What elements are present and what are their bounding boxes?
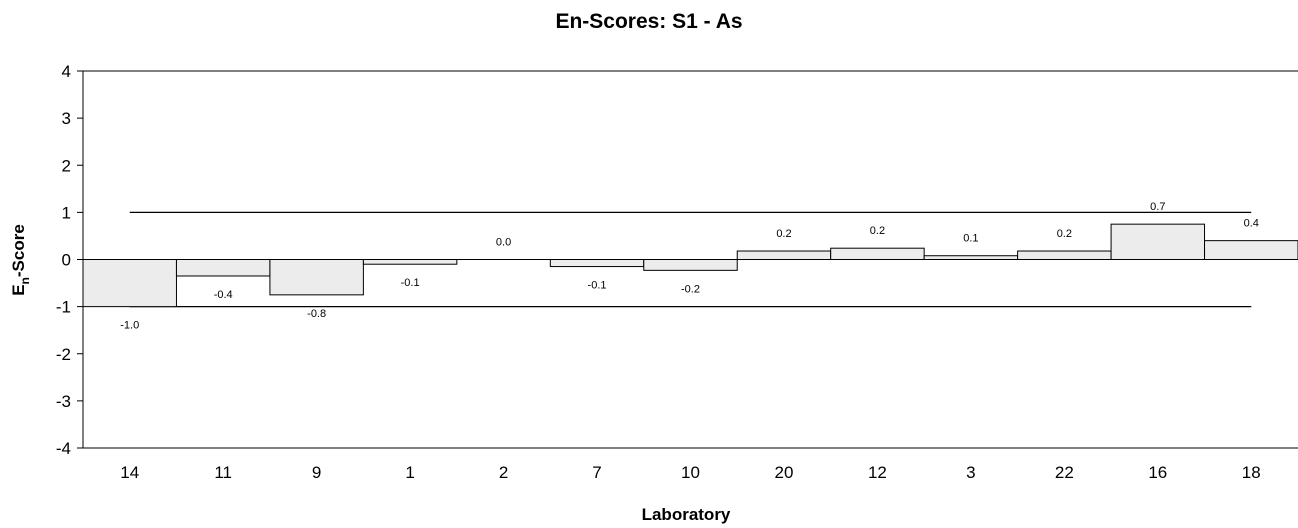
bar-22 [1018, 251, 1111, 259]
data-label-2: 0.0 [496, 237, 511, 249]
data-label-11: -0.4 [214, 289, 233, 301]
y-tick-label: -4 [56, 439, 71, 458]
x-tick-label: 9 [312, 463, 321, 482]
y-axis: -4 -3 -2 -1 0 1 2 3 4 [56, 62, 83, 458]
y-tick-label: -1 [56, 298, 71, 317]
bar-9 [270, 260, 363, 295]
data-label-22: 0.2 [1057, 228, 1072, 240]
x-tick-label: 22 [1055, 463, 1074, 482]
bar-1 [363, 260, 456, 265]
y-tick-label: -2 [56, 345, 71, 364]
data-label-3: 0.1 [963, 233, 978, 245]
x-tick-label: 7 [592, 463, 601, 482]
y-tick-label: 3 [62, 109, 71, 128]
data-label-14: -1.0 [120, 320, 139, 332]
bar-11 [176, 260, 269, 276]
x-tick-label: 16 [1148, 463, 1167, 482]
y-tick-label: 1 [62, 203, 71, 222]
x-tick-label: 14 [120, 463, 139, 482]
y-axis-title-main: E [9, 284, 28, 295]
x-axis-title: Laboratory [642, 505, 731, 524]
y-axis-title-sub: n [18, 277, 32, 284]
x-tick-label: 10 [681, 463, 700, 482]
bar-14 [83, 260, 176, 307]
y-tick-label: 4 [62, 62, 71, 81]
data-label-18: 0.4 [1244, 218, 1259, 230]
y-axis-title-rest: -Score [9, 224, 28, 277]
x-tick-label: 3 [966, 463, 975, 482]
y-axis-title: En-Score [9, 224, 32, 296]
bar-18 [1205, 241, 1298, 260]
x-tick-label: 11 [214, 463, 232, 482]
data-label-7: -0.1 [588, 280, 607, 292]
data-label-9: -0.8 [307, 308, 326, 320]
data-label-1: -0.1 [401, 277, 420, 289]
x-tick-label: 12 [868, 463, 887, 482]
x-tick-label: 1 [405, 463, 414, 482]
x-tick-label: 2 [499, 463, 508, 482]
bar-20 [737, 251, 830, 259]
data-label-12: 0.2 [870, 225, 885, 237]
x-tick-label: 18 [1242, 463, 1261, 482]
y-tick-label: -3 [56, 392, 71, 411]
data-label-16: 0.7 [1150, 201, 1165, 213]
y-tick-label: 2 [62, 156, 71, 175]
chart-title: En-Scores: S1 - As [555, 10, 742, 33]
data-label-10: -0.2 [681, 283, 700, 295]
bar-16 [1111, 224, 1204, 259]
bar-7 [550, 260, 643, 267]
data-label-20: 0.2 [776, 228, 791, 240]
bar-3 [924, 256, 1017, 260]
bar-10 [644, 260, 737, 271]
bar-12 [831, 248, 924, 259]
y-tick-label: 0 [62, 251, 71, 270]
x-axis: 14 11 9 1 2 7 10 20 12 3 22 16 18 [120, 463, 1260, 482]
x-tick-label: 20 [775, 463, 794, 482]
